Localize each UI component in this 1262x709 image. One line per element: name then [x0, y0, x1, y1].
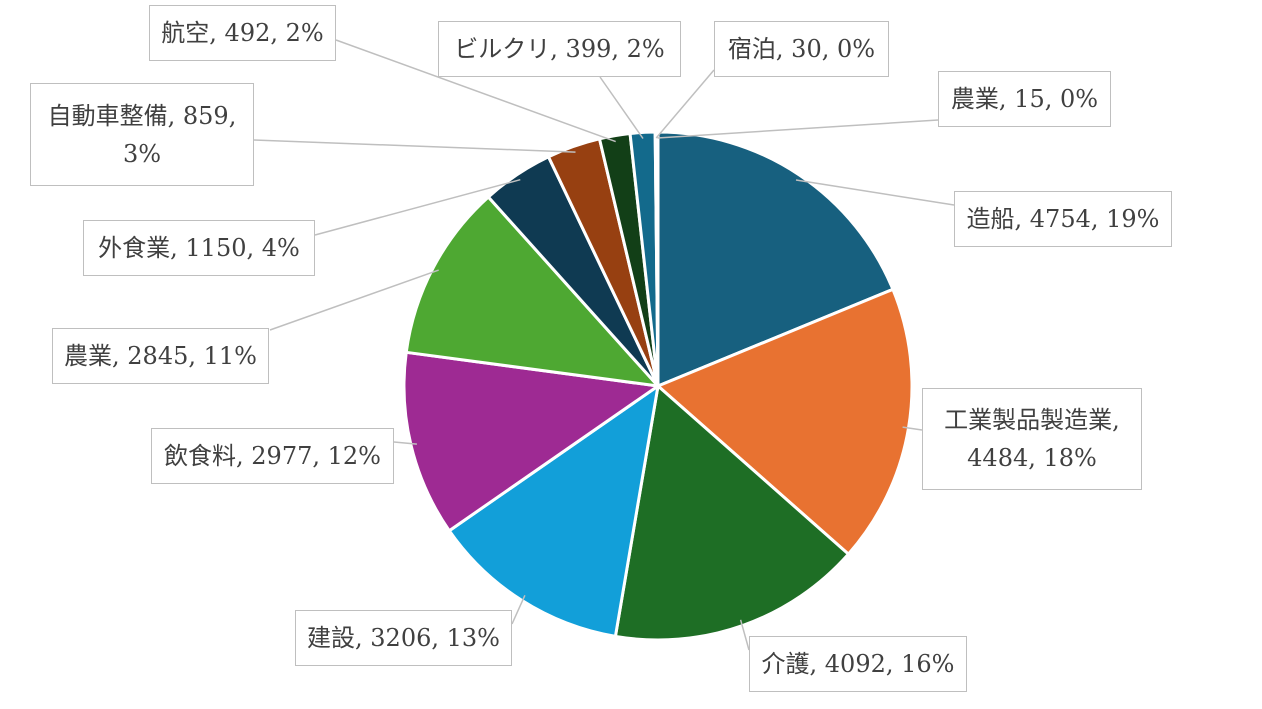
data-label-text: 農業, 15, 0%	[950, 85, 1099, 113]
pie-slice-food-beverage	[402, 350, 660, 533]
data-label-text: 外食業, 1150, 4%	[98, 234, 300, 262]
data-label-lodging: 宿泊, 30, 0%	[714, 21, 889, 77]
data-label-text: 航空, 492, 2%	[161, 19, 324, 47]
data-label-food-beverage: 飲食料, 2977, 12%	[151, 428, 394, 484]
data-label-text: 飲食料, 2977, 12%	[164, 442, 381, 470]
leader-line-agriculture-2	[657, 119, 939, 139]
data-label-text-line1: 自動車整備, 859,	[47, 101, 237, 130]
leader-line-building-cleaning	[599, 76, 644, 139]
leader-line-food-service	[314, 178, 521, 236]
data-label-food-service: 外食業, 1150, 4%	[83, 220, 315, 276]
leader-line-nursing-care	[739, 619, 750, 651]
data-label-text: ビルクリ, 399, 2%	[454, 35, 665, 63]
data-label-text-line2: 3%	[122, 139, 162, 168]
data-label-text-line2: 4484, 18%	[967, 444, 1097, 472]
pie-slice-shipbuilding	[656, 130, 895, 388]
leader-line-construction	[511, 594, 526, 625]
leader-line-lodging	[655, 69, 715, 139]
data-label-aviation: 航空, 492, 2%	[149, 5, 336, 61]
pie-slice-agriculture-2	[655, 130, 660, 388]
data-label-agriculture-2: 農業, 15, 0%	[938, 71, 1111, 127]
data-label-text: 造船, 4754, 19%	[966, 205, 1160, 233]
leader-lines	[253, 39, 955, 651]
leader-line-shipbuilding	[795, 179, 955, 206]
data-label-text: 宿泊, 30, 0%	[727, 35, 876, 63]
data-label-shipbuilding: 造船, 4754, 19%	[954, 191, 1172, 247]
data-label-text: 介護, 4092, 16%	[761, 650, 955, 678]
leader-line-industrial-manufacturing	[902, 426, 923, 431]
data-label-nursing-care: 介護, 4092, 16%	[749, 636, 967, 692]
leader-line-food-beverage	[393, 441, 417, 445]
data-label-text-line1: 工業製品製造業,	[944, 406, 1120, 434]
data-label-agriculture: 農業, 2845, 11%	[52, 328, 269, 384]
data-label-text: 建設, 3206, 13%	[307, 624, 500, 652]
leader-line-aviation	[335, 39, 616, 143]
leader-line-agriculture	[269, 269, 439, 331]
data-label-industrial-manufacturing: 工業製品製造業, 4484, 18%	[922, 388, 1142, 490]
data-label-building-cleaning: ビルクリ, 399, 2%	[438, 21, 681, 77]
pie-slices	[402, 130, 914, 642]
data-label-auto-maintenance: 自動車整備, 859, 3%	[30, 83, 254, 186]
data-label-text: 農業, 2845, 11%	[64, 342, 257, 370]
data-label-construction: 建設, 3206, 13%	[295, 610, 512, 666]
pie-slice-construction	[447, 384, 660, 638]
leader-line-auto-maintenance	[253, 139, 576, 153]
pie-slice-agriculture	[404, 195, 660, 388]
